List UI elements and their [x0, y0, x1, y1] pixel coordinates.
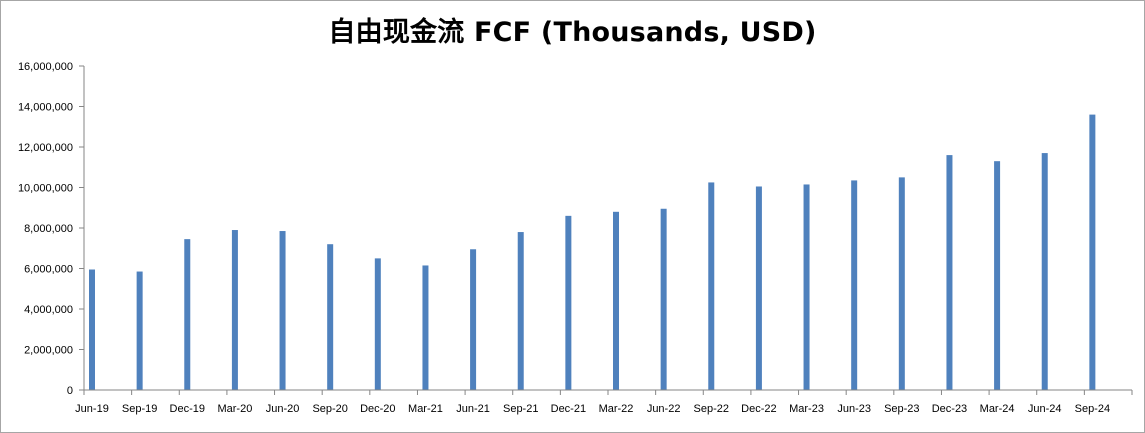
bar	[517, 232, 524, 390]
y-tick-label: 16,000,000	[18, 61, 73, 73]
bars	[89, 114, 1096, 390]
bar	[565, 215, 572, 390]
bar	[89, 269, 95, 390]
bar	[136, 271, 143, 390]
x-tick-label: Sep-20	[312, 403, 347, 415]
x-tick-label: Jun-19	[75, 403, 109, 415]
x-tick-label: Mar-22	[599, 403, 634, 415]
x-tick-label: Jun-21	[456, 403, 490, 415]
x-tick-label: Dec-22	[741, 403, 776, 415]
x-tick-label: Mar-23	[789, 403, 824, 415]
x-tick-label: Sep-21	[503, 403, 538, 415]
x-tick-label: Jun-23	[837, 403, 871, 415]
x-tick-label: Dec-19	[170, 403, 205, 415]
y-tick-label: 4,000,000	[24, 304, 73, 316]
y-tick-label: 14,000,000	[18, 102, 73, 114]
bar	[755, 186, 762, 390]
y-tick-label: 0	[67, 385, 73, 397]
bar	[898, 177, 905, 390]
bar	[327, 244, 334, 390]
bar	[422, 265, 429, 390]
bar	[231, 230, 238, 390]
bar	[851, 180, 858, 390]
bar	[994, 161, 1001, 390]
chart-title: 自由现金流 FCF (Thousands, USD)	[328, 17, 817, 48]
x-tick-label: Jun-20	[266, 403, 300, 415]
x-tick-label: Mar-24	[980, 403, 1015, 415]
bar	[660, 208, 667, 390]
y-axis: 0 2,000,000 4,000,000 6,000,000 8,000,000 10,…	[18, 61, 85, 397]
x-tick-label: Jun-24	[1028, 403, 1062, 415]
bar	[184, 239, 191, 390]
bar	[470, 249, 477, 390]
bar	[946, 155, 953, 390]
x-tick-label: Dec-20	[360, 403, 395, 415]
bar	[613, 211, 619, 390]
x-tick-label: Sep-23	[884, 403, 919, 415]
bar	[374, 258, 381, 390]
x-tick-label: Sep-19	[122, 403, 157, 415]
y-tick-label: 8,000,000	[24, 223, 73, 235]
x-tick-label: Jun-22	[647, 403, 681, 415]
y-tick-label: 2,000,000	[24, 345, 73, 357]
bar	[1041, 153, 1048, 390]
x-tick-label: Sep-24	[1075, 403, 1110, 415]
bar	[1089, 114, 1096, 390]
y-tick-label: 12,000,000	[18, 142, 73, 154]
bar	[803, 184, 810, 390]
x-tick-label: Sep-22	[694, 403, 729, 415]
x-tick-label: Dec-23	[932, 403, 967, 415]
x-tick-label: Mar-21	[408, 403, 443, 415]
x-tick-label: Mar-20	[217, 403, 252, 415]
y-tick-label: 6,000,000	[24, 264, 73, 276]
x-tick-label: Dec-21	[551, 403, 586, 415]
bar	[279, 231, 286, 390]
bar	[708, 182, 715, 390]
x-axis: Jun-19 Sep-19 Dec-19 Mar-20 Jun-20 Sep-20 Dec-…	[75, 389, 1133, 415]
y-tick-label: 10,000,000	[18, 183, 73, 195]
